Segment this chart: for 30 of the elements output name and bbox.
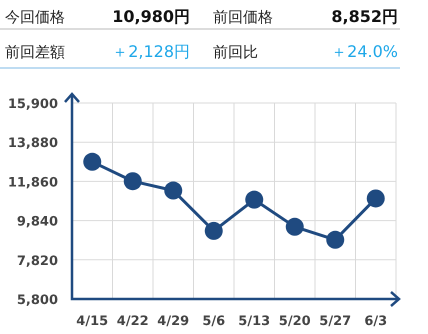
text: 前回差額 xyxy=(5,43,65,61)
y-tick-label: 9,840 xyxy=(16,214,58,230)
text: 10,980円 xyxy=(112,7,190,26)
point xyxy=(164,182,182,200)
x-tick-label: 5/27 xyxy=(319,314,352,329)
x-tick-label: 4/22 xyxy=(116,314,149,329)
x-tick-label: 6/3 xyxy=(364,314,388,329)
point xyxy=(366,189,385,208)
text: 前回価格 xyxy=(213,8,273,26)
point xyxy=(245,190,264,209)
text: 前回比 xyxy=(213,43,258,61)
text: ＋2,128円 xyxy=(112,42,190,61)
text: ＋24.0% xyxy=(331,42,398,61)
text: 今回価格 xyxy=(5,8,65,26)
y-tick-label: 15,900 xyxy=(8,97,58,112)
x-tick-label: 4/15 xyxy=(76,314,108,329)
point xyxy=(83,152,102,171)
y-tick-label: 11,860 xyxy=(8,175,58,190)
point xyxy=(326,230,344,249)
x-tick-label: 5/20 xyxy=(278,314,311,329)
point xyxy=(286,218,304,236)
x-tick-label: 5/6 xyxy=(202,314,226,329)
y-tick-label: 7,820 xyxy=(16,254,58,269)
y-tick-label: 13,880 xyxy=(8,136,58,152)
x-tick-label: 5/13 xyxy=(238,314,270,329)
y-tick-label: 5,800 xyxy=(16,293,58,308)
point xyxy=(124,172,142,190)
text: 8,852円 xyxy=(331,7,398,26)
x-tick-label: 4/29 xyxy=(157,314,190,329)
point xyxy=(204,222,223,240)
